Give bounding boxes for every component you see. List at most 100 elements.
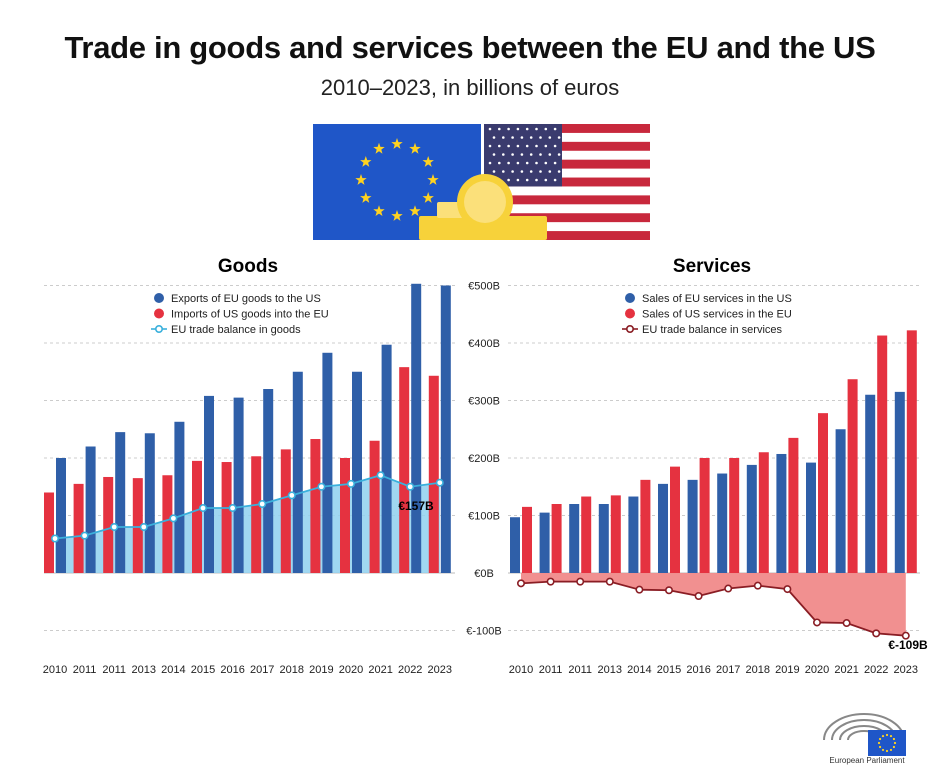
services-balance-area bbox=[521, 573, 906, 636]
us-flag-star bbox=[502, 136, 505, 139]
goods-bar-series2 bbox=[44, 492, 54, 573]
x-axis-tick-label: 2021 bbox=[368, 664, 392, 676]
us-flag-star bbox=[539, 153, 542, 156]
us-flag-star bbox=[548, 170, 552, 173]
services-bar-series2 bbox=[581, 496, 592, 573]
us-flag-star bbox=[539, 170, 542, 173]
us-flag-star bbox=[502, 170, 505, 173]
x-axis-tick-label: 2011 bbox=[73, 664, 97, 676]
goods-balance-point bbox=[110, 522, 119, 531]
services-bar-series1 bbox=[628, 496, 639, 573]
eu-star-icon bbox=[373, 205, 385, 216]
us-flag-star bbox=[516, 144, 520, 148]
goods-balance-point bbox=[317, 482, 326, 491]
services-bar-series1 bbox=[598, 504, 609, 573]
services-bar-series1 bbox=[776, 453, 787, 573]
services-bar-series1 bbox=[835, 429, 846, 573]
us-flag-star bbox=[548, 153, 552, 156]
us-flag-star bbox=[488, 144, 492, 148]
us-flag-star bbox=[553, 161, 557, 165]
y-axis-tick-label: €0B bbox=[474, 568, 494, 580]
goods-bar-series2 bbox=[221, 462, 232, 573]
services-bar-series2 bbox=[522, 506, 532, 573]
services-bar-series1 bbox=[539, 512, 550, 573]
goods-balance-point bbox=[199, 504, 208, 513]
services-balance-point bbox=[694, 591, 703, 600]
services-bar-series2 bbox=[788, 437, 799, 573]
goods-bar-series2 bbox=[280, 449, 291, 573]
ep-flag-star bbox=[885, 733, 889, 737]
x-axis-tick-label: 2017 bbox=[716, 664, 740, 676]
goods-bar-series1 bbox=[144, 433, 155, 573]
goods-bar-series1 bbox=[56, 458, 66, 573]
eu-star-icon bbox=[422, 156, 434, 167]
us-flag-star bbox=[488, 161, 492, 165]
us-flag-star bbox=[488, 127, 492, 131]
legend-marker-icon bbox=[155, 324, 164, 333]
x-axis-tick-label: 2018 bbox=[746, 664, 770, 676]
us-flag-star bbox=[520, 136, 524, 139]
x-axis-tick-label: 2020 bbox=[339, 664, 363, 676]
services-bar-series1 bbox=[806, 462, 816, 573]
eu-star-icon bbox=[427, 174, 439, 185]
us-flag-star bbox=[529, 136, 533, 139]
goods-chart-title: Goods bbox=[218, 256, 278, 277]
us-flag-star bbox=[557, 136, 561, 139]
us-flag-star bbox=[498, 144, 501, 148]
services-balance-point bbox=[812, 618, 821, 627]
us-flag-star bbox=[544, 178, 548, 182]
services-balance-point bbox=[664, 586, 673, 595]
eu-star-icon bbox=[360, 192, 372, 203]
ep-flag-star bbox=[892, 737, 896, 741]
us-flag bbox=[484, 124, 650, 240]
legend-label: EU trade balance in goods bbox=[171, 324, 301, 336]
services-bar-series1 bbox=[746, 464, 757, 573]
goods-x-labels: 2010 2011 2011 2013 2014 2015 2016 2017 2018 2019… bbox=[43, 664, 452, 676]
us-flag-star bbox=[492, 153, 496, 156]
y-axis-tick-label: €400B bbox=[468, 338, 500, 350]
us-flag-star bbox=[535, 178, 538, 182]
goods-balance-point bbox=[258, 499, 267, 508]
goods-bar-series2 bbox=[428, 375, 439, 573]
eu-star-icon bbox=[355, 174, 367, 185]
x-axis-tick-label: 2019 bbox=[309, 664, 333, 676]
goods-bar-series2 bbox=[162, 475, 173, 573]
services-balance-point bbox=[546, 577, 555, 586]
y-axis-tick-label: €300B bbox=[468, 396, 500, 408]
x-axis-tick-label: 2015 bbox=[657, 664, 681, 676]
goods-legend: Exports of EU goods to the US Imports of … bbox=[151, 293, 329, 336]
page-subtitle: 2010–2023, in billions of euros bbox=[320, 75, 620, 100]
services-bar-series1 bbox=[658, 483, 668, 573]
goods-bar-series1 bbox=[233, 397, 244, 573]
ep-flag-star bbox=[878, 737, 882, 741]
x-axis-tick-label: 2011 bbox=[102, 664, 126, 676]
us-flag-stripe bbox=[484, 159, 650, 169]
goods-annotation: €157B bbox=[398, 499, 434, 513]
goods-balance-point bbox=[228, 504, 237, 513]
x-axis-tick-label: 2010 bbox=[43, 664, 67, 676]
x-axis-tick-label: 2016 bbox=[686, 664, 710, 676]
x-axis-tick-label: 2023 bbox=[894, 664, 918, 676]
eu-star-icon bbox=[409, 205, 421, 216]
goods-bar-series2 bbox=[192, 460, 202, 573]
legend-marker-icon bbox=[625, 308, 635, 319]
goods-balance-point bbox=[80, 531, 89, 540]
goods-bar-series2 bbox=[369, 440, 380, 573]
services-balance-point bbox=[872, 629, 881, 638]
us-flag-star bbox=[553, 144, 557, 148]
us-flag-star bbox=[548, 136, 552, 139]
goods-balance-line bbox=[50, 471, 444, 543]
us-flag-stripe bbox=[484, 132, 650, 143]
x-axis-tick-label: 2011 bbox=[568, 664, 592, 676]
services-balance-point bbox=[605, 577, 614, 586]
us-flag-stripe bbox=[484, 222, 650, 232]
ep-flag-star bbox=[892, 745, 896, 749]
services-bar-series2 bbox=[640, 479, 651, 573]
services-bar-series2 bbox=[610, 495, 621, 573]
us-flag-star bbox=[502, 153, 505, 156]
y-axis-tick-label: €200B bbox=[468, 453, 500, 465]
legend-label: Imports of US goods into the EU bbox=[171, 309, 329, 321]
x-axis-tick-label: 2013 bbox=[132, 664, 156, 676]
services-bar-series1 bbox=[687, 479, 698, 573]
ep-flag-stars bbox=[877, 733, 897, 753]
